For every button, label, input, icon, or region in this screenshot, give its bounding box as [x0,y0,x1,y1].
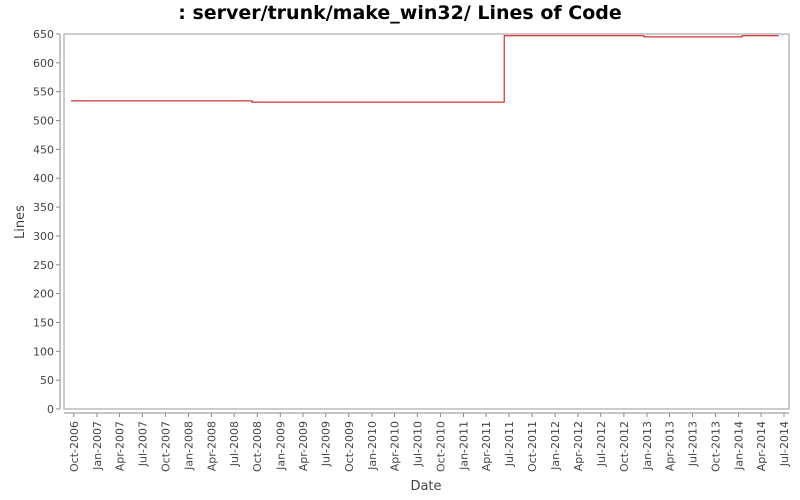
y-tick-label: 550 [33,86,54,99]
x-tick-label: Jan-2014 [733,421,746,471]
y-tick-label: 400 [33,172,54,185]
x-tick-label: Jul-2013 [686,421,699,467]
x-tick-label: Apr-2009 [297,421,310,471]
x-tick-label: Jul-2014 [778,421,791,467]
x-axis-ticks: Oct-2006 Jan-2007 Apr-2007 Jul-2007 Oct-2007… [68,413,791,472]
y-axis-label: Lines [13,205,28,239]
x-tick-label: Oct-2011 [526,421,539,472]
x-tick-label: Jul-2008 [228,421,241,467]
x-tick-label: Apr-2012 [572,421,585,471]
x-tick-label: Jul-2009 [320,421,333,467]
x-tick-label: Oct-2013 [709,421,722,472]
x-tick-label: Jan-2008 [182,421,195,471]
x-tick-label: Jan-2011 [458,421,471,471]
x-tick-label: Jul-2010 [411,421,424,467]
y-tick-label: 350 [33,201,54,214]
y-tick-label: 150 [33,316,54,329]
x-tick-label: Apr-2008 [205,421,218,471]
x-tick-label: Oct-2009 [343,421,356,472]
y-tick-label: 250 [33,259,54,272]
x-axis-label: Date [410,479,441,494]
x-tick-label: Jan-2007 [91,421,104,471]
y-tick-label: 100 [33,345,54,358]
x-tick-label: Jan-2012 [549,421,562,471]
y-tick-label: 600 [33,57,54,70]
y-tick-label: 650 [33,28,54,41]
y-axis-ticks: 0 50 100 150 200 250 300 350 400 450 500 550 600 650 [33,28,60,416]
chart-title: : server/trunk/make_win32/ Lines of Code [178,2,622,24]
x-tick-label: Jan-2013 [641,421,654,471]
x-tick-label: Jan-2010 [366,421,379,471]
x-tick-label: Oct-2008 [251,421,264,472]
series-layer [71,35,779,103]
x-tick-label: Apr-2011 [480,421,493,471]
x-tick-label: Jul-2007 [136,421,149,467]
y-tick-label: 500 [33,115,54,128]
y-tick-label: 450 [33,143,54,156]
x-tick-label: Apr-2013 [664,421,677,471]
y-tick-label: 300 [33,230,54,243]
x-tick-label: Oct-2012 [618,421,631,472]
x-tick-label: Oct-2006 [68,421,81,472]
y-tick-label: 0 [47,403,54,416]
x-tick-label: Apr-2014 [755,421,768,471]
y-tick-label: 50 [40,374,54,387]
x-tick-label: Oct-2007 [159,421,172,472]
loc-series-line [71,35,779,103]
x-tick-label: Apr-2010 [389,421,402,471]
x-tick-label: Apr-2007 [113,421,126,471]
x-tick-label: Oct-2010 [434,421,447,472]
y-tick-label: 200 [33,288,54,301]
x-tick-label: Jul-2012 [595,421,608,467]
x-tick-label: Jul-2011 [503,421,516,467]
plot-area [63,33,790,410]
x-tick-label: Jan-2009 [274,421,287,471]
